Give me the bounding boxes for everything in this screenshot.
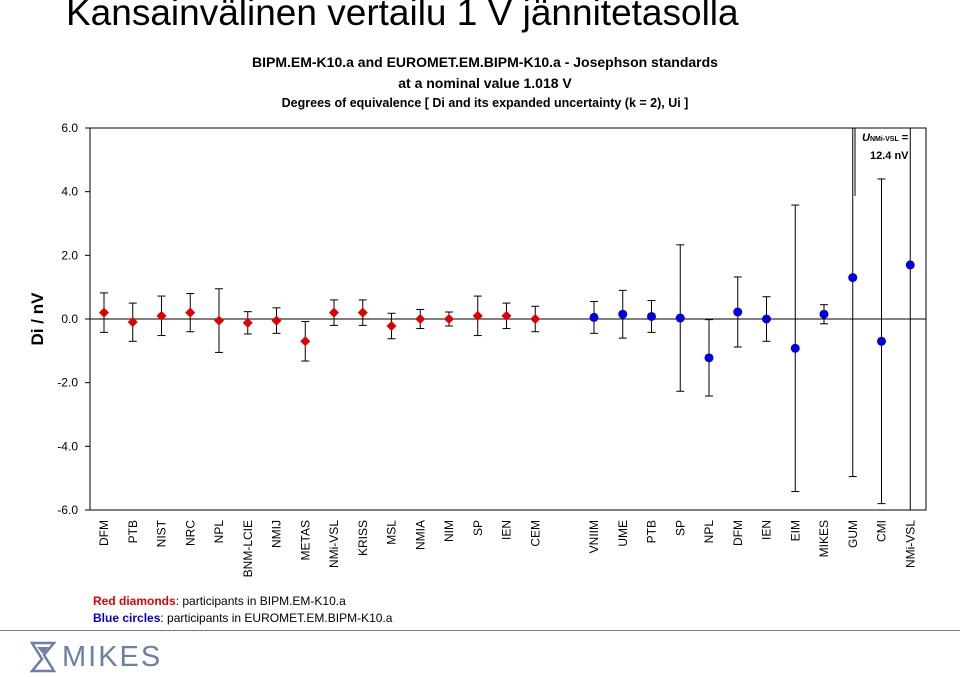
logo-text: MIKES [62,640,163,673]
blue-series-point [675,313,685,323]
chart-title: BIPM.EM-K10.a and EUROMET.EM.BIPM-K10.a … [252,54,718,70]
x-tick-label: NPL [212,520,226,544]
x-tick-label: METAS [298,520,312,560]
y-tick-label: 0.0 [61,312,78,326]
chart-subtitle-2: Degrees of equivalence [ Di and its expa… [281,96,689,110]
red-series-point [444,314,454,324]
blue-series-point [733,307,743,317]
mikes-hourglass-icon [30,641,56,673]
legend-blue: Blue circles: participants in EUROMET.EM… [93,611,392,625]
blue-series-point [704,353,714,363]
red-series-point [386,321,397,332]
red-series-point [329,307,339,318]
y-tick-label: -6.0 [57,503,78,517]
x-tick-label: VNIIM [587,520,601,553]
x-tick-label: SP [673,520,687,536]
u-equals: = [898,132,909,144]
legend-blue-label: Blue circles [93,611,161,625]
blue-series-point [589,312,599,322]
blue-series-point [762,314,771,324]
x-tick-label: PTB [126,520,140,543]
x-tick-label: NMi-VSL [903,520,917,568]
u-symbol: U [862,132,870,144]
x-tick-label: CMI [875,520,889,542]
red-series-point [300,336,311,347]
y-tick-label: -4.0 [57,439,78,453]
x-tick-label: NIST [155,519,169,547]
y-tick-label: 4.0 [61,185,78,199]
x-tick-label: BNM-LCIE [241,520,255,577]
blue-series-point [905,260,915,270]
x-tick-label: NMi-VSL [327,520,341,568]
red-series-point [357,307,368,318]
blue-series-point [877,336,886,346]
u-subscript: NMi-VSL [869,136,899,143]
red-series-point [415,314,426,324]
x-tick-label: KRISS [356,520,370,556]
uncertainty-annotation: UNMi-VSL = 12.4 nV [862,130,909,164]
y-tick-label: -2.0 [57,376,78,390]
x-tick-label: PTB [645,520,659,543]
x-tick-label: NPL [702,520,716,544]
red-series-point [156,310,167,321]
x-tick-label: SP [471,520,485,536]
chart-subtitle: at a nominal value 1.018 V [398,75,572,91]
x-tick-label: IEN [500,520,514,540]
x-tick-label: NRC [183,520,197,546]
x-tick-label: CEM [528,520,542,547]
red-series-point [127,317,138,328]
red-series-point [214,315,224,326]
red-series-point [530,314,541,324]
blue-series-point [618,309,628,319]
blue-series-point [647,311,656,321]
y-tick-label: 6.0 [61,121,78,135]
x-tick-label: GUM [846,520,860,548]
y-axis-label: Di / nV [28,292,47,346]
x-tick-label: NMIA [413,520,427,550]
x-tick-label: NIM [442,520,456,542]
red-series-point [472,310,483,321]
x-tick-label: DFM [97,520,111,546]
legend-red: Red diamonds: participants in BIPM.EM-K1… [93,594,346,608]
x-tick-label: NMIJ [270,520,284,548]
red-series-point [99,307,109,318]
x-tick-label: MSL [385,520,399,545]
x-tick-label: DFM [731,520,745,546]
red-series-point [242,317,253,328]
slide-title: Kansainvälinen vertailu 1 V jännitetasol… [66,0,739,33]
red-series-point [185,307,196,318]
x-tick-label: IEN [760,520,774,540]
x-tick-label: EIM [788,520,802,541]
legend-red-label: Red diamonds [93,594,176,608]
mikes-logo: MIKES [30,640,162,674]
x-tick-label: MIKES [817,520,831,557]
blue-series-point [848,273,858,283]
x-tick-label: UME [616,520,630,547]
footer-divider [0,630,960,631]
legend-red-text: : participants in BIPM.EM-K10.a [175,594,346,608]
blue-series-point [790,343,800,353]
y-tick-label: 2.0 [61,248,78,262]
blue-series-point [819,309,829,319]
u-value: 12.4 nV [870,150,909,162]
red-series-point [501,310,512,321]
red-series-point [271,315,282,326]
legend-blue-text: : participants in EUROMET.EM.BIPM-K10.a [160,611,393,625]
